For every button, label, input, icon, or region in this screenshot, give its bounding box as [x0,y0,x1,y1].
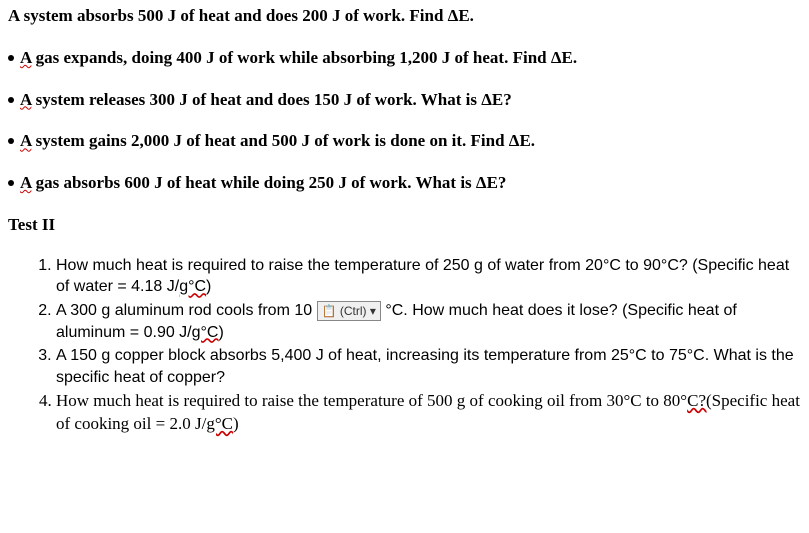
test-2-list: How much heat is required to raise the t… [8,255,801,436]
question-2: A 300 g aluminum rod cools from 10 📋 (Ct… [56,300,801,343]
bullet-text: system releases 300 J of heat and does 1… [31,90,511,109]
bullet-a: A [20,90,31,109]
question-4: How much heat is required to raise the t… [56,390,801,436]
question-1: How much heat is required to raise the t… [56,255,801,298]
bullet-icon [8,180,14,186]
paragraph-1: A system absorbs 500 J of heat and does … [8,4,801,28]
bullet-icon [8,138,14,144]
paste-options-button[interactable]: 📋 (Ctrl) ▾ [317,301,381,321]
bullet-a: A [20,173,31,192]
bullet-icon [8,97,14,103]
bullet-text: gas expands, doing 400 J of work while a… [31,48,577,67]
bullet-icon [8,55,14,61]
bullet-a: A [20,131,31,150]
bullet-text: gas absorbs 600 J of heat while doing 25… [31,173,506,192]
test-2-heading: Test II [8,213,801,237]
bullet-item-2: A system releases 300 J of heat and does… [8,88,801,112]
bullet-item-1: A gas expands, doing 400 J of work while… [8,46,801,70]
bullet-a: A [20,48,31,67]
question-3: A 150 g copper block absorbs 5,400 J of … [56,345,801,388]
bullet-item-4: A gas absorbs 600 J of heat while doing … [8,171,801,195]
bullet-item-3: A system gains 2,000 J of heat and 500 J… [8,129,801,153]
bullet-text: system gains 2,000 J of heat and 500 J o… [31,131,535,150]
